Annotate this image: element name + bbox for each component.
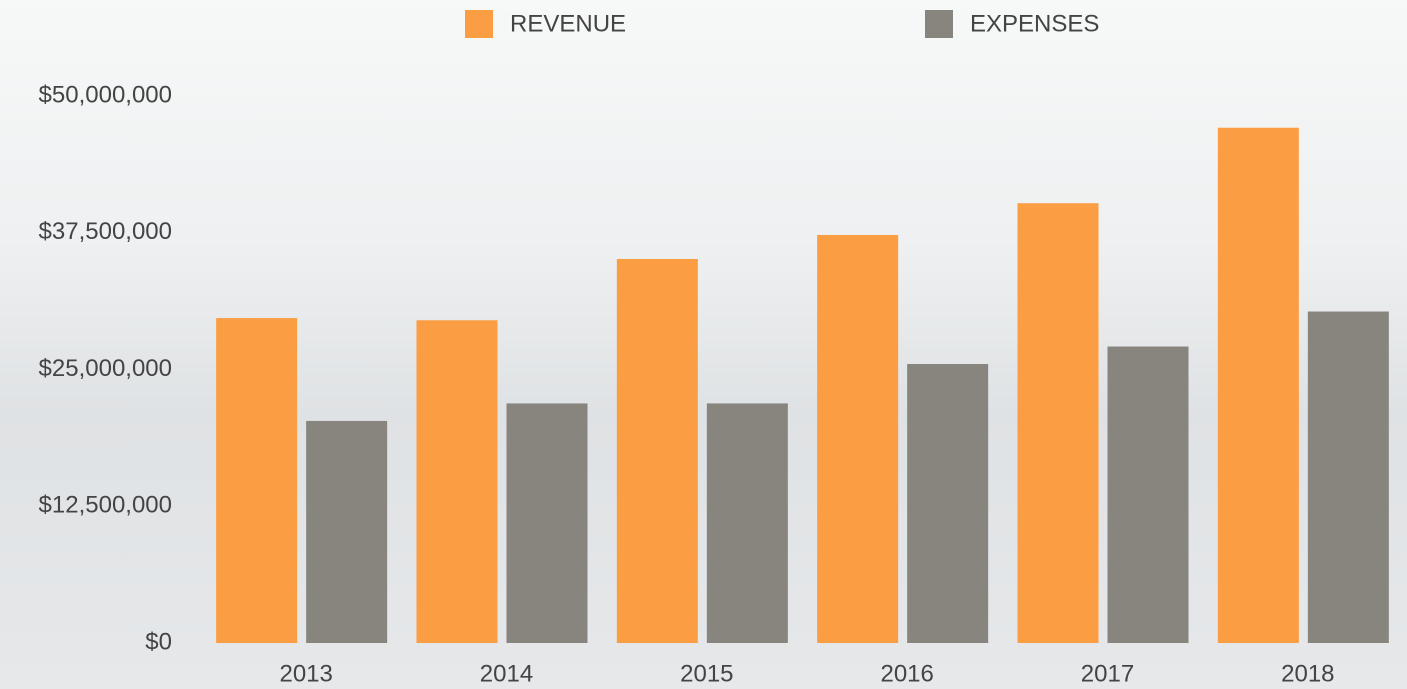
x-tick-label: 2017 [1081,660,1134,687]
bar [416,320,498,643]
legend-label: EXPENSES [970,10,1099,37]
bar [1307,311,1389,643]
x-tick-label: 2013 [279,660,332,687]
y-tick-label: $50,000,000 [39,81,172,108]
x-tick-label: 2014 [480,660,533,687]
bar [1217,127,1299,643]
y-tick-label: $0 [145,628,172,655]
y-tick-label: $37,500,000 [39,218,172,245]
legend-swatch [465,10,493,38]
bar [1107,346,1189,643]
bar [506,403,588,643]
y-tick-label: $25,000,000 [39,355,172,382]
bar [616,259,698,643]
bar [817,234,899,644]
x-tick-label: 2016 [880,660,933,687]
bar [306,420,388,643]
x-tick-label: 2018 [1281,660,1334,687]
bar [907,364,989,643]
y-tick-label: $12,500,000 [39,492,172,519]
bar [216,318,298,643]
legend-swatch [925,10,953,38]
bar [706,403,788,643]
legend-label: REVENUE [510,10,626,37]
x-tick-label: 2015 [680,660,733,687]
bar [1017,203,1099,643]
